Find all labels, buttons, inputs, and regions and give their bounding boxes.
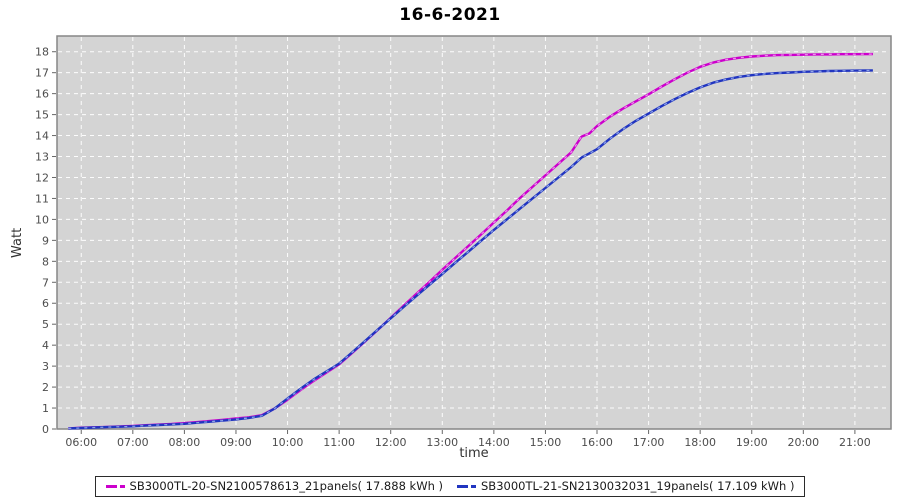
- svg-text:07:00: 07:00: [117, 436, 149, 449]
- svg-text:15: 15: [35, 109, 49, 122]
- axis-ticks: [52, 51, 856, 434]
- series-1-line-marker: [105, 484, 125, 488]
- svg-text:7: 7: [42, 276, 49, 289]
- svg-text:5: 5: [42, 318, 49, 331]
- svg-text:0: 0: [42, 423, 49, 436]
- svg-text:13: 13: [35, 151, 49, 164]
- series-line-highlight-SB3000TL-21: [68, 69, 873, 429]
- svg-text:2: 2: [42, 381, 49, 394]
- svg-text:21:00: 21:00: [839, 436, 871, 449]
- svg-text:11:00: 11:00: [323, 436, 355, 449]
- y-axis-label: Watt: [10, 227, 25, 258]
- svg-text:19:00: 19:00: [736, 436, 768, 449]
- x-tick-labels: 06:00 07:00 08:00 09:00 10:00 11:00 12:00 13:00…: [65, 436, 870, 449]
- svg-text:12:00: 12:00: [375, 436, 407, 449]
- svg-text:14: 14: [35, 130, 49, 143]
- legend: SB3000TL-20-SN2100578613_21panels( 17.88…: [94, 476, 806, 497]
- svg-text:8: 8: [42, 255, 49, 268]
- svg-text:11: 11: [35, 192, 49, 205]
- series-1-legend-label: SB3000TL-20-SN2100578613_21panels( 17.88…: [129, 479, 443, 493]
- svg-text:1: 1: [42, 402, 49, 415]
- svg-text:14:00: 14:00: [478, 436, 510, 449]
- series-2-legend-label: SB3000TL-21-SN2130032031_19panels( 17.10…: [481, 479, 795, 493]
- plot-background: [56, 35, 892, 430]
- legend-row: SB3000TL-20-SN2100578613_21panels( 17.88…: [0, 476, 900, 497]
- svg-text:17:00: 17:00: [633, 436, 665, 449]
- gridlines: [58, 37, 890, 428]
- svg-text:6: 6: [42, 297, 49, 310]
- legend-item-series-1: SB3000TL-20-SN2100578613_21panels( 17.88…: [105, 479, 443, 493]
- legend-item-series-2: SB3000TL-21-SN2130032031_19panels( 17.10…: [457, 479, 794, 493]
- svg-text:18: 18: [35, 46, 49, 59]
- series-2-line-marker: [457, 484, 476, 488]
- svg-text:3: 3: [42, 360, 49, 373]
- svg-text:17: 17: [35, 67, 49, 80]
- svg-text:09:00: 09:00: [220, 436, 252, 449]
- svg-text:12: 12: [35, 171, 49, 184]
- svg-text:18:00: 18:00: [684, 436, 716, 449]
- svg-text:10: 10: [35, 213, 49, 226]
- x-axis-label: time: [459, 446, 489, 461]
- svg-text:13:00: 13:00: [426, 436, 458, 449]
- svg-text:16: 16: [35, 88, 49, 101]
- svg-text:9: 9: [42, 234, 49, 247]
- svg-text:06:00: 06:00: [65, 436, 97, 449]
- chart-title: 16-6-2021: [399, 5, 501, 25]
- svg-text:15:00: 15:00: [530, 436, 562, 449]
- svg-text:16:00: 16:00: [581, 436, 613, 449]
- svg-text:4: 4: [42, 339, 49, 352]
- svg-text:08:00: 08:00: [169, 436, 201, 449]
- svg-text:20:00: 20:00: [787, 436, 819, 449]
- svg-text:10:00: 10:00: [272, 436, 304, 449]
